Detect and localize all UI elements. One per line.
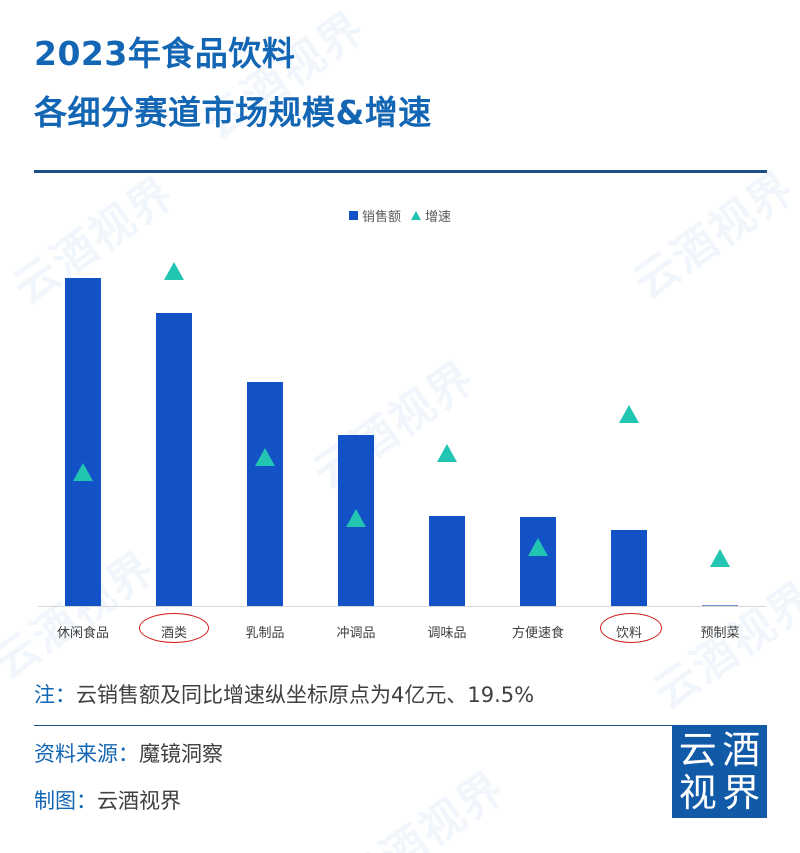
- bar: [247, 382, 283, 606]
- growth-marker-triangle-icon: [73, 463, 93, 481]
- x-axis-label: 乳制品: [245, 626, 285, 641]
- author-key: 制图：: [34, 789, 97, 813]
- bar: [156, 313, 192, 606]
- x-axis-label: 休闲食品: [56, 626, 109, 641]
- chart-title-line2: 各细分赛道市场规模&增速: [34, 93, 432, 132]
- growth-marker-triangle-icon: [528, 538, 548, 556]
- note-text: 云销售额及同比增速纵坐标原点为4亿元、19.5%: [76, 683, 535, 707]
- x-axis-label: 预制菜: [700, 626, 740, 641]
- chart-title-line1: 2023年食品饮料: [34, 34, 296, 73]
- growth-marker-triangle-icon: [710, 549, 730, 567]
- bar: [611, 530, 647, 606]
- highlight-circle-yinliao: [600, 613, 662, 643]
- x-axis-label: 方便速食: [511, 626, 564, 641]
- source-key: 资料来源：: [34, 742, 139, 766]
- legend-item-growth: 增速: [411, 206, 451, 225]
- source-line: 资料来源：魔镜洞察: [34, 738, 223, 768]
- plot-area: [38, 240, 764, 606]
- highlight-circle-jiulei: [139, 613, 209, 643]
- watermark: 云酒视界: [334, 762, 515, 853]
- chart-note: 注：云销售额及同比增速纵坐标原点为4亿元、19.5%: [34, 679, 534, 709]
- author-line: 制图：云酒视界: [34, 785, 181, 815]
- bar: [429, 516, 465, 606]
- note-key: 注：: [34, 683, 76, 707]
- legend-item-sales: 销售额: [348, 206, 401, 225]
- title-divider: [34, 170, 767, 173]
- chart-legend: 销售额 增速: [0, 206, 800, 225]
- bar: [520, 517, 556, 606]
- growth-marker-triangle-icon: [164, 262, 184, 280]
- source-text: 魔镜洞察: [139, 742, 223, 766]
- growth-marker-triangle-icon: [437, 444, 457, 462]
- bar: [702, 604, 738, 606]
- brand-logo: 云 酒 视 界: [672, 725, 767, 818]
- growth-marker-triangle-icon: [619, 405, 639, 423]
- legend-label: 销售额: [361, 210, 401, 225]
- growth-marker-triangle-icon: [346, 509, 366, 527]
- author-text: 云酒视界: [97, 789, 181, 813]
- logo-char: 酒: [722, 728, 761, 773]
- x-axis-label: 调味品: [427, 626, 467, 641]
- logo-char: 界: [722, 770, 761, 815]
- footer-divider: [34, 725, 672, 726]
- growth-marker-triangle-icon: [255, 448, 275, 466]
- x-axis-label: 冲调品: [336, 626, 376, 641]
- square-icon: [348, 211, 358, 220]
- bar: [65, 278, 101, 606]
- logo-char: 云: [678, 728, 717, 773]
- logo-char: 视: [678, 770, 717, 815]
- legend-label: 增速: [425, 210, 452, 225]
- x-axis-line: [38, 606, 766, 607]
- triangle-icon: [411, 211, 421, 220]
